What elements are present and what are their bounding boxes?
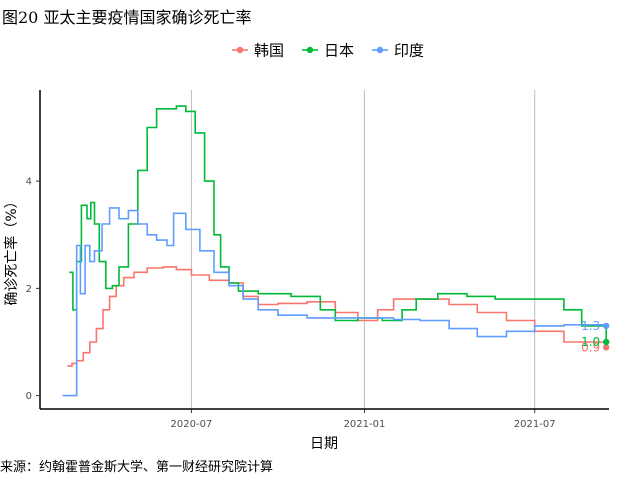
series-line-0 — [67, 266, 607, 367]
source-note: 来源：约翰霍普金斯大学、第一财经研究院计算 — [0, 460, 274, 475]
legend-key-point-2 — [376, 46, 384, 54]
series-line-1 — [69, 105, 607, 342]
x-tick-label: 2021-01 — [344, 419, 386, 430]
figure-title: 图20 亚太主要疫情国家确诊死亡率 — [2, 8, 252, 27]
series-endpoint-1 — [602, 338, 610, 346]
x-axis-title: 日期 — [310, 436, 338, 452]
legend-label-0: 韩国 — [254, 42, 284, 60]
legend-label-2: 印度 — [394, 42, 424, 60]
y-tick-label: 0 — [26, 391, 32, 402]
legend: 韩国 日本 印度 — [232, 42, 424, 60]
series-end-label-0: 0.9 — [581, 340, 600, 354]
axis-ticks: 2020-07 2021-01 2021-07 0 2 4 — [26, 177, 556, 430]
series-end-label-1: 1.0 — [581, 335, 600, 349]
series-endpoint-2 — [602, 322, 610, 330]
y-tick-label: 4 — [26, 177, 32, 188]
series-endpoint-0 — [602, 344, 610, 351]
legend-key-point-1 — [306, 46, 314, 54]
legend-key-point-0 — [236, 46, 244, 54]
x-tick-label: 2021-07 — [514, 419, 556, 430]
grid-lines — [190, 90, 536, 409]
legend-label-1: 日本 — [324, 42, 354, 60]
x-tick-label: 2020-07 — [171, 419, 213, 430]
y-tick-label: 2 — [26, 284, 32, 295]
series-lines: 0.91.0 1.3 — [62, 105, 610, 397]
series-end-label-2: 1.3 — [581, 319, 600, 333]
y-axis-title: 确诊死亡率（%） — [3, 194, 20, 305]
axes — [39, 90, 609, 410]
series-line-2 — [62, 207, 607, 397]
